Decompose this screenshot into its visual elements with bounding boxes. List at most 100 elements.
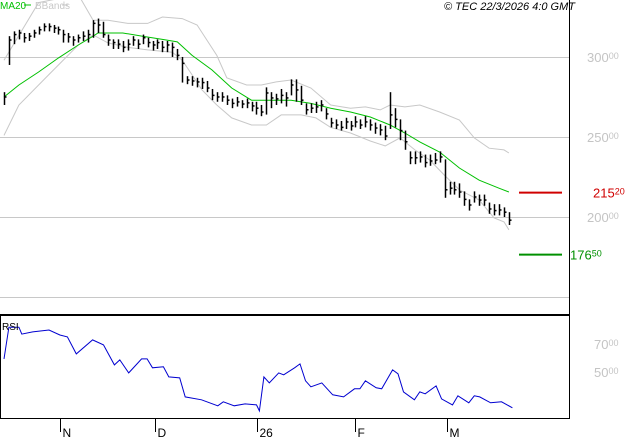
- price-bar: [473, 191, 477, 203]
- price-bar: [67, 32, 71, 43]
- legend: MA20 BBands: [0, 1, 70, 12]
- price-bar: [439, 151, 443, 163]
- price-bar: [444, 159, 448, 198]
- x-tick-label: M: [450, 426, 460, 440]
- price-bar: [493, 204, 497, 216]
- rsi-title: RSI: [2, 322, 19, 333]
- price-bar: [23, 32, 27, 43]
- price-bar: [221, 92, 225, 102]
- price-bar: [265, 87, 269, 115]
- price-bar: [503, 207, 507, 217]
- price-bar: [236, 96, 240, 107]
- price-bar: [72, 36, 76, 46]
- price-bar: [419, 151, 423, 163]
- price-bars: [3, 18, 512, 225]
- price-bar: [290, 79, 294, 96]
- price-bar: [142, 34, 146, 45]
- price-bar: [117, 39, 121, 49]
- price-bar: [127, 39, 131, 51]
- price-bar: [300, 85, 304, 105]
- price-bar: [13, 31, 17, 45]
- rsi-tick-label: 7000: [594, 337, 618, 352]
- price-bar: [280, 88, 284, 104]
- price-bar: [354, 116, 358, 128]
- price-bar: [132, 36, 136, 46]
- price-bar: [8, 36, 12, 65]
- price-bar: [449, 181, 453, 195]
- legend-bbands-label: BBands: [35, 1, 70, 12]
- price-bar: [488, 202, 492, 214]
- price-bar: [463, 191, 467, 206]
- price-bar: [181, 56, 185, 83]
- price-bar: [359, 119, 363, 129]
- price-bar: [201, 77, 205, 89]
- price-level-label: 21520: [593, 186, 625, 201]
- price-bar: [434, 152, 438, 165]
- price-bar: [285, 92, 289, 107]
- price-bar: [508, 212, 512, 225]
- price-bar: [394, 108, 398, 128]
- price-bar: [409, 151, 413, 165]
- price-bar: [38, 26, 42, 35]
- x-tick-label: 26: [260, 426, 274, 440]
- price-bar: [191, 76, 195, 86]
- price-bar: [305, 103, 309, 115]
- price-bar: [251, 101, 255, 112]
- price-bar: [216, 92, 220, 102]
- rsi-line: [3, 326, 513, 413]
- price-bar: [171, 42, 175, 57]
- price-bar: [186, 76, 190, 85]
- price-bar: [325, 108, 329, 120]
- price-bar: [77, 34, 81, 43]
- price-bar: [82, 31, 86, 41]
- price-bar: [92, 20, 96, 38]
- price-bar: [369, 119, 373, 131]
- y-tick-label: 25000: [587, 130, 619, 145]
- price-bar: [156, 39, 160, 49]
- legend-ma20-label: MA20: [0, 1, 27, 12]
- price-bar: [295, 79, 299, 102]
- price-bar: [399, 119, 403, 141]
- price-bar: [270, 92, 274, 109]
- price-bar: [310, 103, 314, 113]
- price-bar: [62, 29, 66, 43]
- price-bar: [379, 124, 383, 136]
- price-bar: [414, 151, 418, 165]
- price-bar: [246, 98, 250, 109]
- price-bar: [161, 40, 165, 53]
- price-levels: 21520 17650: [519, 186, 625, 263]
- price-bar: [147, 37, 151, 48]
- price-bar: [260, 104, 264, 117]
- y-tick-label: 20000: [587, 210, 619, 225]
- bband-lower: [3, 34, 510, 231]
- price-bar: [335, 119, 339, 129]
- price-bar: [226, 95, 230, 105]
- price-bar: [57, 26, 61, 35]
- price-bar: [478, 194, 482, 206]
- price-bar: [364, 116, 368, 128]
- y-tick-label: 30000: [587, 50, 619, 65]
- price-bar: [330, 117, 334, 128]
- price-bar: [87, 29, 91, 43]
- price-bar: [255, 101, 259, 115]
- price-bar: [97, 18, 101, 33]
- price-bar: [206, 80, 210, 93]
- bband-upper: [3, 0, 510, 154]
- price-bar: [33, 29, 37, 38]
- price-bar: [122, 40, 126, 53]
- price-bar: [429, 154, 433, 166]
- x-tick-label: F: [358, 426, 365, 440]
- price-bar: [453, 181, 457, 195]
- price-bar: [389, 92, 393, 129]
- price-bar: [345, 117, 349, 129]
- x-tick-label: D: [158, 426, 167, 440]
- price-bar: [458, 183, 462, 198]
- price-bar: [498, 204, 502, 216]
- price-bar: [196, 77, 200, 88]
- price-level-label: 17650: [570, 248, 602, 263]
- price-bar: [137, 39, 141, 49]
- price-bar: [211, 88, 215, 101]
- ma20-line: [3, 32, 510, 193]
- price-bar: [53, 24, 57, 33]
